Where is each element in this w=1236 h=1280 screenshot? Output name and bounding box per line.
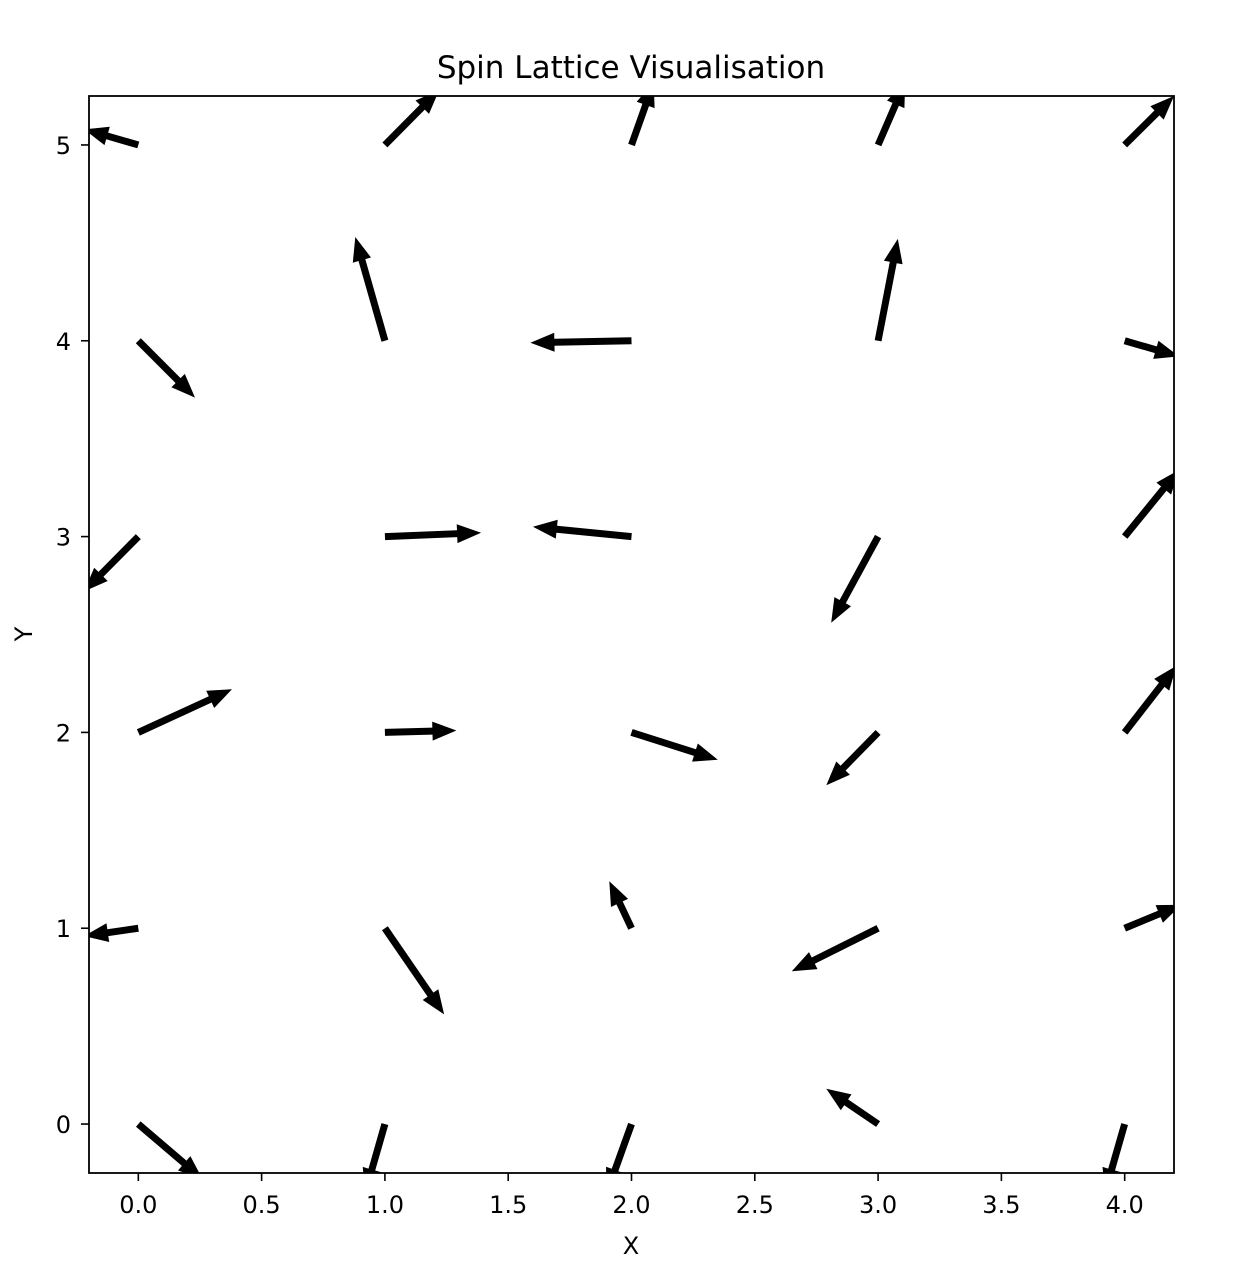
y-tick-label: 5	[56, 132, 71, 160]
x-tick-label: 1.0	[366, 1191, 404, 1219]
spin-arrow	[1102, 1123, 1128, 1173]
spin-arrow	[874, 238, 903, 342]
spin-arrow	[382, 926, 445, 1015]
spin-arrow	[384, 721, 457, 741]
spin-arrow	[874, 96, 905, 147]
spin-arrow	[831, 534, 882, 623]
spin-arrow	[89, 923, 139, 942]
spin-arrow	[1121, 667, 1174, 735]
y-tick-label: 1	[56, 915, 71, 943]
spin-arrow	[609, 881, 635, 930]
spin-arrow	[136, 689, 232, 736]
x-tick-label: 3.5	[982, 1191, 1020, 1219]
spin-arrow	[1122, 96, 1174, 148]
spin-arrow	[1123, 904, 1174, 932]
y-tick-label: 0	[56, 1111, 71, 1139]
spin-arrow	[826, 730, 881, 786]
spin-arrow	[382, 96, 437, 148]
x-axis-ticks: 0.0 0.5 1.0 1.5 2.0 2.5 3.0 3.5 4.0	[119, 1173, 1144, 1219]
spin-arrow	[89, 126, 140, 149]
x-tick-label: 1.5	[489, 1191, 527, 1219]
spin-arrow	[135, 338, 195, 398]
spin-arrow	[826, 1088, 881, 1127]
spin-arrow	[606, 1122, 635, 1173]
spin-arrow	[136, 1121, 200, 1173]
spin-arrow	[630, 729, 718, 762]
spin-arrow	[384, 524, 482, 544]
spin-arrow	[1122, 472, 1174, 539]
spin-arrow	[532, 519, 632, 541]
y-axis-ticks: 0 1 2 3 4 5	[56, 132, 89, 1139]
x-axis-label: X	[623, 1232, 639, 1260]
spin-arrow	[362, 1123, 389, 1173]
y-axis-label: Y	[10, 626, 38, 642]
spin-arrow	[628, 96, 655, 147]
x-tick-label: 0.5	[243, 1191, 281, 1219]
x-tick-label: 2.0	[612, 1191, 650, 1219]
spin-arrow	[1123, 337, 1174, 359]
arrows-layer	[89, 96, 1174, 1173]
x-tick-label: 3.0	[859, 1191, 897, 1219]
y-tick-label: 4	[56, 328, 71, 356]
chart-title: Spin Lattice Visualisation	[437, 50, 825, 86]
spin-arrow	[530, 332, 632, 352]
x-tick-label: 0.0	[119, 1191, 157, 1219]
spin-arrow	[791, 925, 880, 972]
y-tick-label: 2	[56, 719, 71, 747]
plot-frame	[88, 95, 1175, 1174]
spin-arrow	[89, 534, 141, 590]
spin-arrow	[352, 237, 389, 342]
x-tick-label: 4.0	[1106, 1191, 1144, 1219]
y-tick-label: 3	[56, 524, 71, 552]
x-tick-label: 2.5	[736, 1191, 774, 1219]
